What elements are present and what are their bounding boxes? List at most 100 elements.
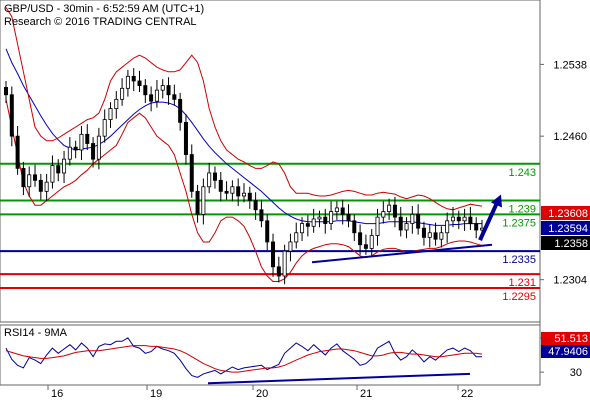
candle-body-33 <box>195 190 200 215</box>
candle-body-70 <box>410 213 415 224</box>
price-trendline <box>311 243 493 264</box>
candle-body-19 <box>114 98 119 109</box>
candle-body-30 <box>178 98 183 123</box>
candle-body-28 <box>166 85 171 96</box>
candle-body-76 <box>445 220 450 234</box>
candle-body-67 <box>392 204 397 218</box>
candle-body-57 <box>334 207 339 212</box>
projection-arrow-head <box>491 194 502 208</box>
candle-body-68 <box>398 216 403 231</box>
candle-body-71 <box>416 213 421 229</box>
candle-body-3 <box>21 167 26 188</box>
candle-body-10 <box>62 158 67 174</box>
projection-arrow-shaft <box>478 199 500 241</box>
price-axis-label-1: 1.2460 <box>553 131 587 143</box>
price-axis-label-0: 1.2538 <box>553 59 587 71</box>
panel-frames <box>0 0 541 386</box>
candle-body-52 <box>305 223 310 227</box>
candle-body-77 <box>450 216 455 222</box>
price-axis-label-2: 1.2304 <box>553 275 587 287</box>
level-label-0: 1.243 <box>508 167 536 179</box>
x-axis-label-1: 19 <box>150 388 162 400</box>
candle-body-31 <box>183 121 188 155</box>
price-tag-label-0: 1.23608 <box>548 208 588 220</box>
candle-body-64 <box>375 216 380 236</box>
x-axis-label-2: 20 <box>256 388 268 400</box>
candle-body-16 <box>96 135 101 160</box>
candle-body-6 <box>38 179 43 192</box>
candle-body-27 <box>160 85 165 91</box>
candle-body-66 <box>387 204 392 213</box>
series-bollinger-upper <box>5 7 483 211</box>
level-label-3: 1.2335 <box>502 254 536 266</box>
price-tag-bg-0 <box>541 206 590 220</box>
candle-body-45 <box>265 220 270 243</box>
level-label-2: 1.2375 <box>502 217 536 229</box>
candle-body-17 <box>102 119 107 137</box>
candle-body-59 <box>346 213 351 222</box>
candle-body-43 <box>253 200 258 211</box>
rsi-title: RSI14 - 9MA <box>4 327 68 339</box>
price-tag-bg-2 <box>541 236 590 250</box>
candle-body-32 <box>189 154 194 192</box>
candle-body-63 <box>369 235 374 249</box>
candle-body-80 <box>468 216 473 224</box>
candle-body-4 <box>27 174 32 188</box>
candle-body-49 <box>288 241 293 252</box>
candle-body-53 <box>311 218 316 227</box>
candle-body-12 <box>73 146 78 151</box>
candle-body-55 <box>323 216 328 224</box>
candle-body-25 <box>149 94 154 102</box>
candle-body-15 <box>91 143 96 160</box>
candle-body-22 <box>131 75 136 82</box>
x-axis-label-4: 22 <box>461 388 473 400</box>
candle-body-60 <box>352 220 357 234</box>
candle-body-5 <box>33 174 38 181</box>
candle-body-34 <box>201 186 206 215</box>
candle-body-75 <box>439 232 444 240</box>
candle-body-18 <box>108 108 113 120</box>
series-bollinger-lower <box>5 99 483 282</box>
candle-body-74 <box>433 232 438 240</box>
level-label-1: 1.239 <box>508 204 536 216</box>
candle-body-24 <box>143 85 148 96</box>
chart-header-line2: Research © 2016 TRADING CENTRAL <box>4 16 197 28</box>
candle-body-0 <box>4 87 9 96</box>
candle-body-29 <box>172 94 177 100</box>
candle-body-36 <box>212 172 217 181</box>
candle-body-37 <box>218 179 223 192</box>
series-rsi-ma <box>5 345 483 373</box>
rsi-trendline <box>207 372 471 385</box>
chart-header-line1: GBP/USD - 30min - 6:52:59 AM (UTC+1) <box>4 3 204 15</box>
candle-body-56 <box>329 211 334 224</box>
candle-body-39 <box>230 186 235 194</box>
rsi-tag-bg-0 <box>541 332 590 345</box>
rsi-panel <box>5 337 483 385</box>
candle-body-61 <box>358 232 363 246</box>
candle-body-44 <box>259 209 264 222</box>
rsi-axis-label-1: 30 <box>570 367 582 379</box>
series-rsi <box>5 337 482 378</box>
level-label-5: 1.2295 <box>502 291 536 303</box>
axis-layer: 1.25381.24601.23041.236081.235941.235870… <box>47 59 590 400</box>
candle-body-51 <box>300 223 305 234</box>
candle-body-21 <box>125 75 130 89</box>
candle-body-48 <box>282 250 287 277</box>
candle-body-8 <box>50 165 55 183</box>
candle-body-72 <box>421 227 426 238</box>
candle-body-9 <box>56 165 61 174</box>
candle-body-58 <box>340 207 345 215</box>
candle-body-65 <box>381 211 386 218</box>
level-label-4: 1.231 <box>508 277 536 289</box>
rsi-tag-label-0: 51.513 <box>554 333 588 345</box>
rsi-tag-label-1: 47.9406 <box>548 346 588 358</box>
candle-body-81 <box>474 223 479 231</box>
candle-body-79 <box>462 216 467 222</box>
candle-body-38 <box>224 190 229 194</box>
price-tag-label-2: 1.2358 <box>554 238 588 250</box>
candle-body-73 <box>427 232 432 238</box>
candle-body-11 <box>67 146 72 160</box>
